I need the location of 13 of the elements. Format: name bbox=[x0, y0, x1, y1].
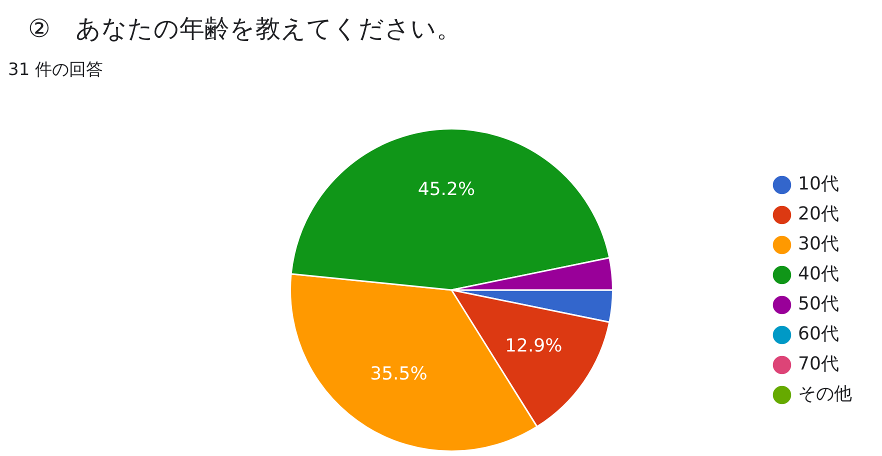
data-label: 12.9% bbox=[505, 336, 562, 357]
chart-title: ② あなたの年齢を教えてください。 bbox=[28, 13, 462, 45]
legend-label: 30代 bbox=[798, 234, 839, 255]
legend-label: その他 bbox=[798, 384, 852, 405]
legend-label: 50代 bbox=[798, 294, 839, 315]
text: 31 件の回答 bbox=[8, 59, 104, 81]
legend-label: 70代 bbox=[798, 354, 839, 375]
legend-label: 20代 bbox=[798, 204, 839, 225]
legend-label: 40代 bbox=[798, 264, 839, 285]
data-label: 35.5% bbox=[370, 364, 428, 385]
data-label: 45.2% bbox=[418, 178, 476, 200]
legend-label: 10代 bbox=[798, 174, 839, 195]
legend-label: 60代 bbox=[798, 324, 839, 345]
